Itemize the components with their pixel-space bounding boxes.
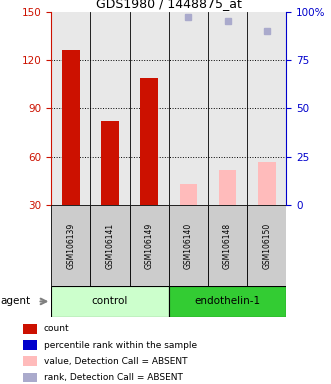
Bar [169, 205, 208, 286]
Bar [219, 170, 236, 205]
Text: GSM106148: GSM106148 [223, 223, 232, 269]
Text: count: count [44, 324, 70, 333]
Text: value, Detection Call = ABSENT: value, Detection Call = ABSENT [44, 357, 187, 366]
Bar [23, 324, 37, 334]
Bar [51, 12, 90, 205]
Bar [169, 12, 208, 205]
Bar [62, 50, 80, 205]
Text: GSM106139: GSM106139 [67, 223, 75, 269]
Bar [23, 356, 37, 366]
Bar [258, 162, 275, 205]
Bar [130, 205, 169, 286]
Bar [90, 205, 130, 286]
Bar [247, 205, 286, 286]
Bar [247, 12, 286, 205]
Bar [130, 12, 169, 205]
Bar [140, 78, 158, 205]
Text: percentile rank within the sample: percentile rank within the sample [44, 341, 197, 349]
Text: GSM106150: GSM106150 [262, 223, 271, 269]
Text: GSM106149: GSM106149 [145, 223, 154, 269]
Text: agent: agent [0, 296, 30, 306]
Bar [208, 205, 247, 286]
Bar [23, 340, 37, 350]
Bar [51, 286, 169, 317]
Title: GDS1980 / 1448875_at: GDS1980 / 1448875_at [96, 0, 242, 10]
Bar [51, 205, 90, 286]
Bar [90, 12, 130, 205]
Text: GSM106141: GSM106141 [106, 223, 115, 269]
Bar [23, 372, 37, 382]
Bar [208, 12, 247, 205]
Text: control: control [92, 296, 128, 306]
Bar [180, 184, 197, 205]
Text: endothelin-1: endothelin-1 [195, 296, 260, 306]
Text: rank, Detection Call = ABSENT: rank, Detection Call = ABSENT [44, 373, 183, 382]
Text: GSM106140: GSM106140 [184, 223, 193, 269]
Bar [169, 286, 286, 317]
Bar [101, 121, 119, 205]
